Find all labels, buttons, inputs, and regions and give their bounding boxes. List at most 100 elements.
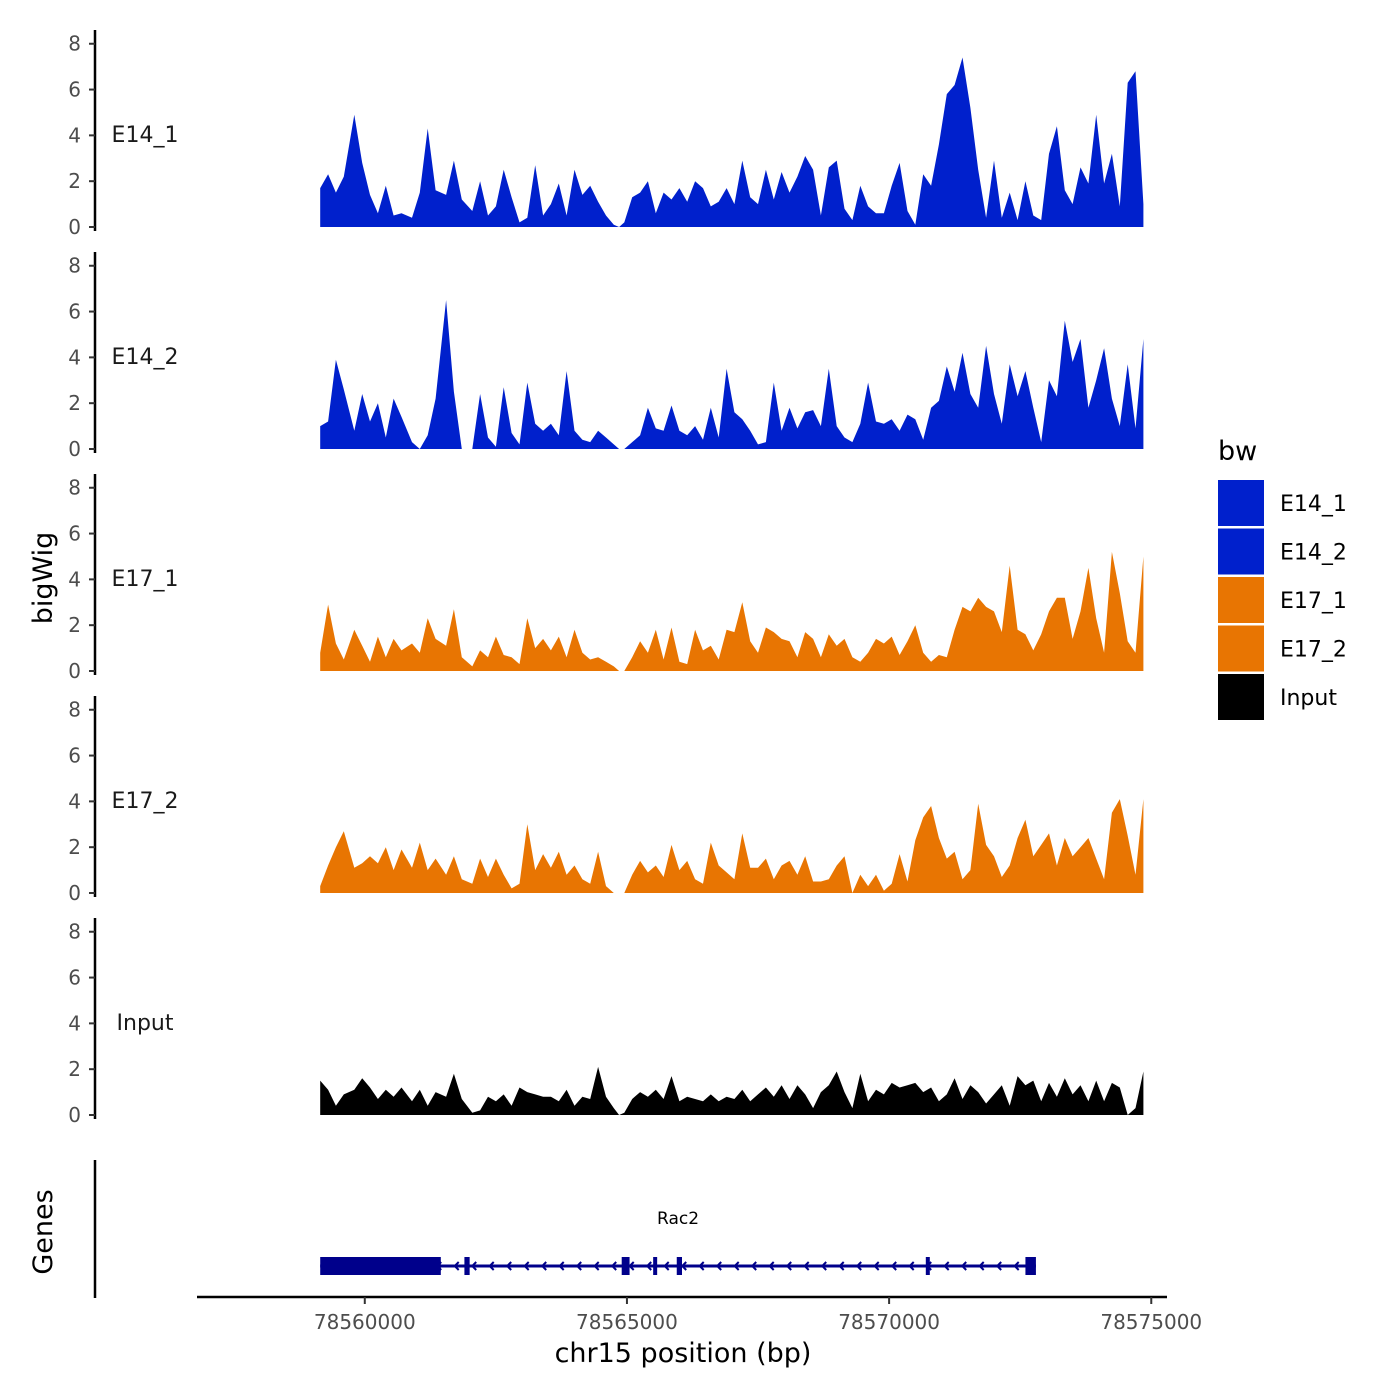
- strand-arrow: [610, 1261, 617, 1271]
- strand-arrow: [505, 1261, 512, 1271]
- legend-label: Input: [1280, 686, 1337, 711]
- legend-swatch: [1218, 480, 1264, 526]
- strand-arrow: [960, 1261, 967, 1271]
- legend-label: E14_1: [1280, 492, 1347, 517]
- strand-arrow: [663, 1261, 670, 1271]
- track-E17_2: 0 2 4 6 8 E17_2: [68, 696, 1144, 905]
- gene-exon: [320, 1257, 441, 1275]
- coverage-area-E17_1: [320, 551, 1144, 671]
- strand-arrow: [943, 1261, 950, 1271]
- x-tick-label: 78575000: [1100, 1310, 1202, 1334]
- strand-arrow: [768, 1261, 775, 1271]
- strand-arrow: [1013, 1261, 1020, 1271]
- x-axis: 78560000 78565000 78570000 78575000: [197, 1295, 1202, 1334]
- legend-entry-E17_2: E17_2: [1218, 625, 1347, 672]
- y-tick-label: 4: [68, 567, 81, 591]
- strand-arrow: [488, 1261, 495, 1271]
- coverage-area-E17_2: [320, 799, 1144, 893]
- y-tick-label: 8: [68, 920, 81, 944]
- legend-swatch: [1218, 577, 1264, 623]
- strand-arrow: [733, 1261, 740, 1271]
- legend-swatch: [1218, 674, 1264, 720]
- legend-entry-E14_1: E14_1: [1218, 480, 1347, 526]
- coverage-area-E14_1: [320, 57, 1144, 227]
- strand-arrow: [978, 1261, 985, 1271]
- track-Input: 0 2 4 6 8 Input: [68, 918, 1144, 1127]
- strand-arrow: [680, 1261, 687, 1271]
- x-tick-label: 78570000: [838, 1310, 940, 1334]
- strand-arrow: [838, 1261, 845, 1271]
- y-tick-label: 2: [68, 169, 81, 193]
- y-tick-label: 2: [68, 613, 81, 637]
- strand-arrow: [873, 1261, 880, 1271]
- coverage-tracks: 0 2 4 6 8 E14_1 0 2 4 6 8 E14_2 0 2 4 6 8 E17_1 0 2 4 6 8 E17_2…: [68, 30, 1144, 1127]
- y-tick-label: 4: [68, 123, 81, 147]
- genes-axis-title: Genes: [28, 1189, 59, 1274]
- y-tick-label: 2: [68, 1057, 81, 1081]
- track-label-E14_2: E14_2: [112, 345, 179, 370]
- strand-arrow: [785, 1261, 792, 1271]
- coverage-area-Input: [320, 1066, 1144, 1115]
- strand-arrow: [803, 1261, 810, 1271]
- strand-arrow: [698, 1261, 705, 1271]
- strand-arrow: [855, 1261, 862, 1271]
- track-label-E17_1: E17_1: [112, 567, 179, 592]
- x-tick-label: 78560000: [314, 1310, 416, 1334]
- gene-exon: [621, 1257, 630, 1275]
- legend-entry-E14_2: E14_2: [1218, 528, 1347, 575]
- gene-exon: [1025, 1257, 1036, 1275]
- x-axis-title: chr15 position (bp): [555, 1338, 812, 1369]
- strand-arrow: [540, 1261, 547, 1271]
- strand-arrow: [995, 1261, 1002, 1271]
- gene-Rac2: Rac2: [320, 1209, 1036, 1275]
- legend-label: E17_2: [1280, 638, 1347, 663]
- y-tick-label: 2: [68, 835, 81, 859]
- strand-arrow: [750, 1261, 757, 1271]
- legend-entry-Input: Input: [1218, 674, 1337, 720]
- y-tick-label: 6: [68, 744, 81, 768]
- gene-exon: [925, 1257, 930, 1275]
- y-tick-label: 8: [68, 476, 81, 500]
- y-tick-label: 6: [68, 966, 81, 990]
- legend-label: E14_2: [1280, 541, 1347, 566]
- track-E14_1: 0 2 4 6 8 E14_1: [68, 30, 1144, 239]
- y-tick-label: 0: [68, 437, 81, 461]
- legend-title: bw: [1218, 436, 1257, 467]
- gene-exon: [676, 1257, 682, 1275]
- strand-arrow: [890, 1261, 897, 1271]
- x-tick-label: 78565000: [576, 1310, 678, 1334]
- gene-exon: [464, 1257, 470, 1275]
- y-tick-label: 0: [68, 1103, 81, 1127]
- strand-arrow: [453, 1261, 460, 1271]
- track-label-E17_2: E17_2: [112, 789, 179, 814]
- strand-arrow: [908, 1261, 915, 1271]
- legend-swatch: [1218, 528, 1264, 575]
- y-tick-label: 0: [68, 215, 81, 239]
- strand-arrow: [820, 1261, 827, 1271]
- y-tick-label: 0: [68, 659, 81, 683]
- strand-arrow: [645, 1261, 652, 1271]
- y-tick-label: 4: [68, 789, 81, 813]
- legend-label: E17_1: [1280, 589, 1347, 614]
- y-tick-label: 0: [68, 881, 81, 905]
- strand-arrow: [593, 1261, 600, 1271]
- legend-entry-E17_1: E17_1: [1218, 577, 1347, 623]
- strand-arrow: [715, 1261, 722, 1271]
- track-label-E14_1: E14_1: [112, 123, 179, 148]
- y-tick-label: 2: [68, 391, 81, 415]
- strand-arrow: [628, 1261, 635, 1271]
- y-axis-title: bigWig: [28, 532, 59, 625]
- strand-arrow: [558, 1261, 565, 1271]
- track-E17_1: 0 2 4 6 8 E17_1: [68, 474, 1144, 683]
- y-tick-label: 8: [68, 698, 81, 722]
- coverage-area-E14_2: [320, 300, 1144, 449]
- y-tick-label: 6: [68, 522, 81, 546]
- strand-arrow: [470, 1261, 477, 1271]
- y-tick-label: 6: [68, 78, 81, 102]
- gene-exon: [653, 1257, 658, 1275]
- legend: bw E14_1 E14_2 E17_1 E17_2 Input: [1218, 436, 1347, 720]
- track-E14_2: 0 2 4 6 8 E14_2: [68, 252, 1144, 461]
- y-tick-label: 8: [68, 254, 81, 278]
- strand-arrow: [575, 1261, 582, 1271]
